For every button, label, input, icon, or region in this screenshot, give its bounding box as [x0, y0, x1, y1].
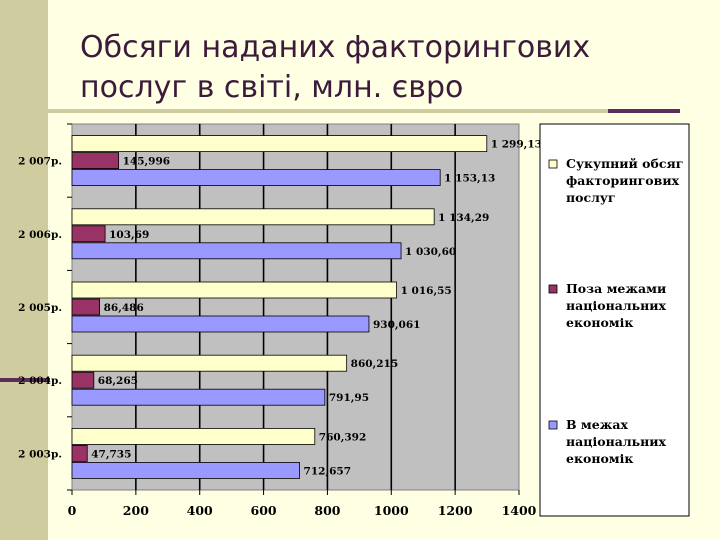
- legend-box: [539, 123, 690, 517]
- data-label: 86,486: [104, 302, 144, 314]
- legend-swatch: [548, 420, 558, 430]
- legend-label: послуг: [566, 190, 616, 205]
- bar: [71, 315, 370, 333]
- bar: [71, 225, 106, 243]
- bar: [71, 427, 316, 445]
- bar: [71, 281, 397, 299]
- data-label: 860,215: [351, 358, 399, 370]
- x-tick-label: 1200: [438, 503, 473, 518]
- x-tick-label: 400: [187, 503, 213, 518]
- data-label: 791,95: [329, 392, 369, 404]
- title-divider: [48, 109, 680, 113]
- data-label: 1 134,29: [438, 212, 489, 224]
- bar: [71, 152, 120, 170]
- data-label: 712,657: [304, 465, 352, 477]
- y-tick-label: 2 004р.: [18, 375, 62, 387]
- y-tick-label: 2 005р.: [18, 302, 62, 314]
- y-tick-label: 2 007р.: [18, 156, 62, 168]
- data-label: 1 299,13: [491, 139, 542, 151]
- legend-label: Сукупний обсяг: [566, 156, 683, 171]
- data-label: 47,735: [91, 448, 131, 460]
- data-label: 760,392: [319, 431, 367, 443]
- x-tick-label: 1400: [502, 503, 537, 518]
- data-label: 68,265: [98, 375, 138, 387]
- bar: [71, 388, 326, 406]
- bar: [71, 461, 300, 479]
- title-divider-accent: [608, 109, 680, 113]
- legend-label: Поза межами: [566, 281, 666, 296]
- bar: [71, 371, 95, 389]
- bar: [71, 354, 348, 372]
- x-tick-label: 200: [123, 503, 149, 518]
- bar: [71, 135, 488, 153]
- data-label: 1 016,55: [401, 285, 452, 297]
- bar: [71, 242, 402, 260]
- x-tick-label: 1000: [374, 503, 409, 518]
- x-tick-label: 800: [314, 503, 340, 518]
- left-decor-band: [0, 0, 48, 540]
- legend-label: економік: [566, 315, 633, 330]
- data-label: 930,061: [373, 319, 421, 331]
- legend-label: факторингових: [566, 173, 680, 188]
- bar: [71, 298, 101, 316]
- data-label: 145,996: [123, 156, 171, 168]
- x-tick-label: 0: [68, 503, 77, 518]
- left-decor-notch: [0, 378, 50, 382]
- legend-swatch: [548, 284, 558, 294]
- data-label: 103,69: [109, 229, 149, 241]
- bar: [71, 169, 441, 187]
- data-label: 1 030,60: [405, 246, 456, 258]
- legend-swatch: [548, 159, 558, 169]
- x-tick-label: 600: [251, 503, 277, 518]
- legend-label: національних: [566, 298, 667, 313]
- legend-label: В межах: [566, 417, 628, 432]
- bar: [71, 444, 88, 462]
- legend-label: економік: [566, 451, 633, 466]
- y-tick-label: 2 006р.: [18, 229, 62, 241]
- slide-title: Обсяги наданих факторингових послуг в св…: [80, 30, 591, 105]
- legend-label: національних: [566, 434, 667, 449]
- y-tick-label: 2 003р.: [18, 448, 62, 460]
- bar: [71, 208, 435, 226]
- data-label: 1 153,13: [444, 173, 495, 185]
